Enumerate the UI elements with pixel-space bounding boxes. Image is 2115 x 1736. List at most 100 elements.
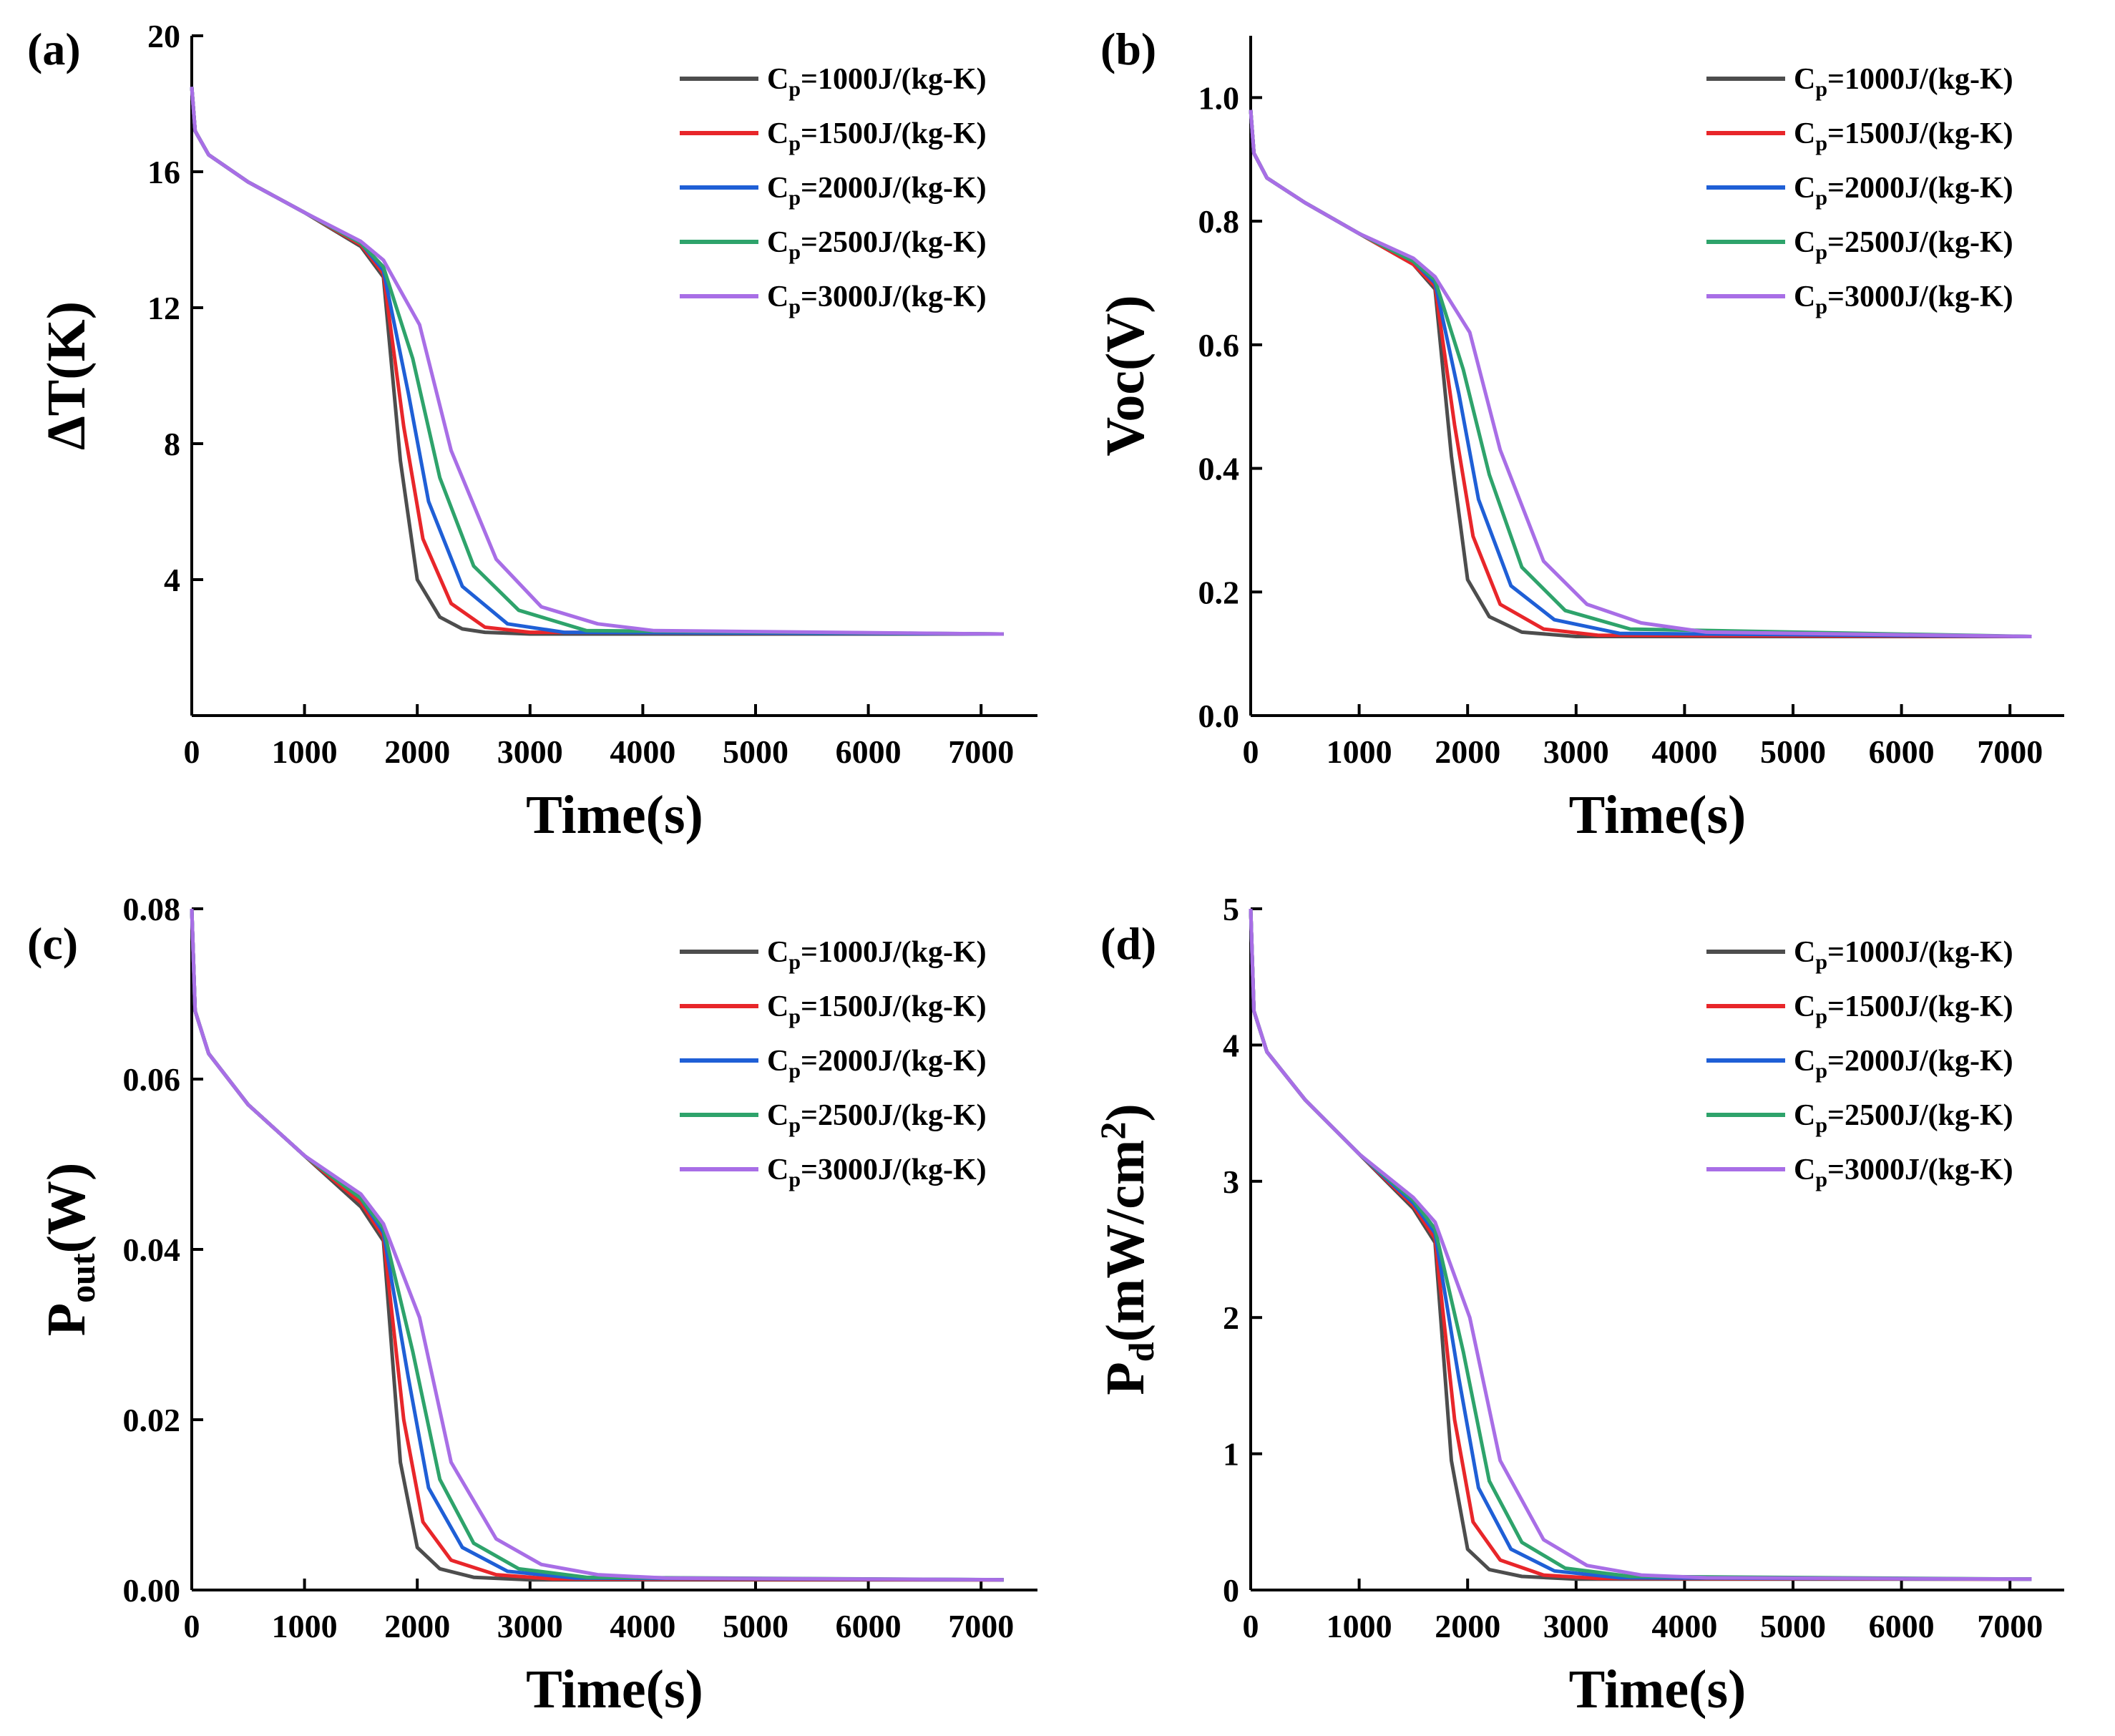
y-axis-label: Pd(mW/cm2) [1093,1103,1161,1395]
y-axis-label: Pout(W) [36,1163,102,1337]
y-tick-label: 5 [1223,891,1239,927]
x-tick-label: 2000 [384,733,450,770]
y-tick-label: 0.0 [1198,698,1240,734]
x-tick-label: 1000 [272,1608,338,1644]
x-tick-label: 7000 [1977,733,2043,770]
x-tick-label: 2000 [1435,1608,1500,1644]
legend-entry-5: Cp=3000J/(kg-K) [1794,281,2013,318]
x-tick-label: 7000 [948,733,1014,770]
legend: Cp=1000J/(kg-K) Cp=1500J/(kg-K) Cp=2000J/(… [1706,936,2013,1191]
chart-panel-1: (a) 0 1000 2000 3000 4000 5000 6000 7000 4 8 12 16 20… [27,18,1037,845]
x-tick-label: 0 [1243,1608,1259,1644]
x-tick-label: 6000 [1869,1608,1935,1644]
y-tick-label: 0.8 [1198,203,1240,240]
x-tick-label: 4000 [1651,733,1717,770]
legend-entry-3: Cp=2000J/(kg-K) [767,1045,987,1083]
legend: Cp=1000J/(kg-K) Cp=1500J/(kg-K) Cp=2000J/(… [680,936,987,1191]
x-tick-label: 5000 [723,733,788,770]
series-line-5 [1249,908,2032,1581]
x-tick-label: 7000 [948,1608,1014,1644]
x-tick-label: 7000 [1977,1608,2043,1644]
series-line-2 [190,87,1004,636]
y-tick-label: 4 [1223,1027,1239,1063]
legend-entry-2: Cp=1500J/(kg-K) [1794,117,2013,155]
y-tick-label: 0.2 [1198,574,1240,610]
x-tick-label: 2000 [1435,733,1500,770]
chart-panel-2: (b) 0 1000 2000 3000 4000 5000 6000 7000 0.0 0.2 0.… [1095,24,2064,845]
y-tick-label: 0.4 [1198,451,1240,487]
y-tick-label: 0.02 [123,1402,181,1438]
legend-entry-4: Cp=2500J/(kg-K) [767,1099,987,1137]
y-tick-label: 0 [1223,1572,1239,1609]
x-tick-label: 5000 [1760,733,1826,770]
series-line-3 [190,87,1004,636]
y-tick-label: 1.0 [1198,79,1240,116]
x-tick-label: 4000 [1651,1608,1717,1644]
y-tick-label: 20 [147,18,180,54]
x-tick-label: 0 [184,733,200,770]
series-line-5 [190,908,1004,1582]
y-tick-label: 3 [1223,1164,1239,1200]
y-tick-label: 2 [1223,1299,1239,1336]
y-tick-label: 0.00 [123,1572,181,1609]
legend-entry-5: Cp=3000J/(kg-K) [767,1154,987,1191]
y-tick-label: 16 [147,154,180,190]
y-axis-label: ΔT(K) [36,301,97,450]
y-tick-label: 0.04 [123,1232,181,1268]
y-tick-label: 1 [1223,1436,1239,1473]
panel-label: (b) [1100,24,1156,74]
legend-entry-5: Cp=3000J/(kg-K) [1794,1154,2013,1191]
y-tick-label: 0.08 [123,891,181,927]
x-tick-label: 6000 [836,733,902,770]
legend-entry-2: Cp=1500J/(kg-K) [767,990,987,1028]
legend: Cp=1000J/(kg-K) Cp=1500J/(kg-K) Cp=2000J/(… [1706,63,2013,318]
y-tick-label: 8 [164,426,180,462]
series-line-4 [190,87,1004,636]
legend-entry-2: Cp=1500J/(kg-K) [1794,990,2013,1028]
x-tick-label: 4000 [610,733,675,770]
y-tick-label: 0.06 [123,1061,181,1098]
legend-entry-1: Cp=1000J/(kg-K) [767,63,987,101]
x-tick-label: 3000 [497,733,563,770]
x-tick-label: 4000 [610,1608,675,1644]
x-tick-label: 1000 [1327,733,1392,770]
x-tick-label: 3000 [497,1608,563,1644]
legend-entry-4: Cp=2500J/(kg-K) [1794,226,2013,264]
legend-entry-4: Cp=2500J/(kg-K) [1794,1099,2013,1137]
chart-panel-3: (c) 0 1000 2000 3000 4000 5000 6000 7000 0.00 0.02… [27,891,1037,1720]
y-axis-label: Voc(V) [1095,295,1156,456]
x-axis-label: Time(s) [526,1659,703,1720]
legend-entry-3: Cp=2000J/(kg-K) [1794,172,2013,210]
legend-entry-1: Cp=1000J/(kg-K) [767,936,987,974]
y-tick-label: 4 [164,562,180,598]
x-tick-label: 5000 [1760,1608,1826,1644]
x-axis-label: Time(s) [1569,1659,1747,1720]
y-tick-label: 0.6 [1198,327,1240,364]
legend-entry-5: Cp=3000J/(kg-K) [767,281,987,318]
x-axis-label: Time(s) [526,785,703,845]
x-tick-label: 0 [184,1608,200,1644]
panel-label: (a) [27,24,81,74]
series-line-5 [1249,109,2032,638]
x-tick-label: 3000 [1543,733,1609,770]
panel-label: (d) [1100,918,1156,969]
series-line-1 [190,87,1004,636]
legend-entry-2: Cp=1500J/(kg-K) [767,117,987,155]
panel-label: (c) [27,918,78,969]
legend-entry-3: Cp=2000J/(kg-K) [767,172,987,210]
legend-entry-4: Cp=2500J/(kg-K) [767,226,987,264]
legend-entry-1: Cp=1000J/(kg-K) [1794,63,2013,101]
x-tick-label: 2000 [384,1608,450,1644]
x-tick-label: 5000 [723,1608,788,1644]
chart-panel-4: (d) 0 1000 2000 3000 4000 5000 6000 7000 0 1 2 3 4 5 Ti… [1093,891,2064,1720]
y-tick-label: 12 [147,290,180,326]
series-line-5 [190,87,1004,636]
x-tick-label: 3000 [1543,1608,1609,1644]
x-tick-label: 6000 [836,1608,902,1644]
x-tick-label: 0 [1243,733,1259,770]
legend-entry-1: Cp=1000J/(kg-K) [1794,936,2013,974]
x-tick-label: 6000 [1869,733,1935,770]
x-tick-label: 1000 [272,733,338,770]
legend-entry-3: Cp=2000J/(kg-K) [1794,1045,2013,1083]
